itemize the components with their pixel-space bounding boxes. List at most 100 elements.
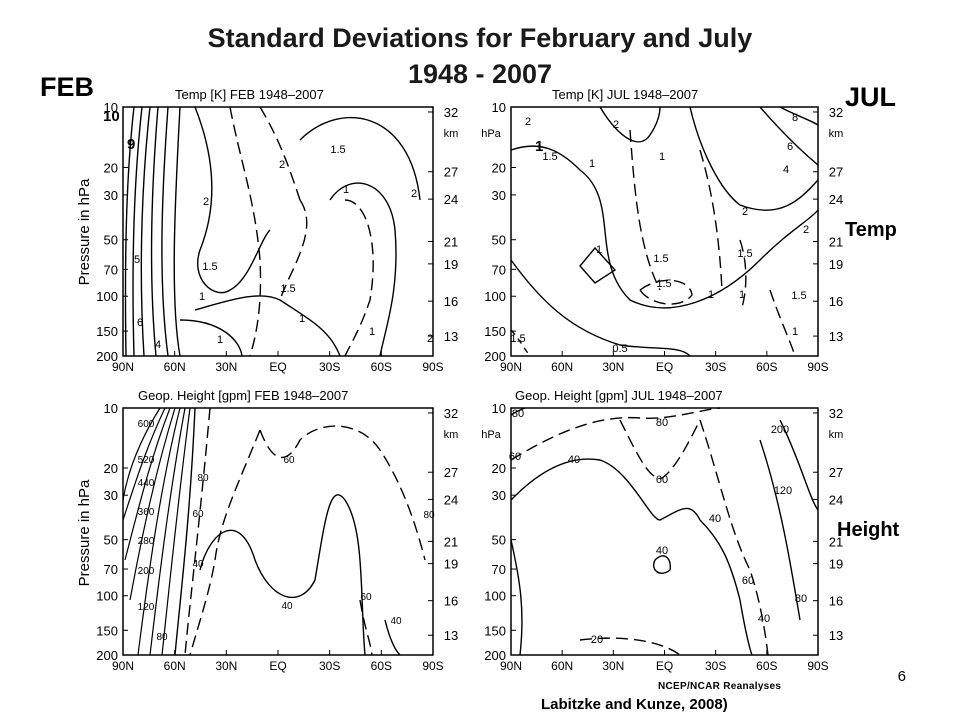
x-tick-label: 90S: [807, 360, 828, 374]
svg-text:40: 40: [281, 601, 293, 612]
x-tick-label: 30N: [602, 360, 624, 374]
svg-text:60: 60: [656, 474, 668, 486]
svg-text:40: 40: [390, 616, 402, 627]
svg-text:0.5: 0.5: [612, 343, 627, 355]
y2-tick-label: 19: [444, 557, 458, 572]
x-tick-label: 60N: [164, 659, 186, 673]
y-tick-label: 50: [104, 233, 118, 248]
x-tick-label: EQ: [656, 360, 673, 374]
svg-text:2: 2: [742, 206, 748, 218]
contour-labels: 600 520 440 360 280 200 120 80 80 60 40 …: [138, 419, 435, 643]
svg-text:2: 2: [803, 224, 809, 236]
jul-label: JUL: [845, 82, 897, 112]
y2-tick-label: 27: [444, 165, 458, 180]
y2-tick-label: 13: [829, 628, 843, 643]
left-unit-label: hPa: [481, 429, 501, 441]
y-axis-label: Pressure in hPa: [76, 178, 93, 285]
y-axis-label: Pressure in hPa: [76, 479, 93, 586]
panel-title: Temp [K] FEB 1948–2007: [175, 87, 324, 102]
svg-text:1: 1: [792, 326, 798, 338]
y-tick-label: 30: [492, 188, 506, 203]
contour-lines: [124, 106, 421, 357]
y-tick-label: 150: [484, 623, 506, 638]
contour-lines: [510, 106, 819, 357]
y-tick-label: 70: [104, 262, 118, 277]
temp-row-label: Temp: [845, 219, 897, 241]
y-tick-label: 150: [96, 623, 118, 638]
y-tick-label: 10: [492, 100, 506, 115]
contour-labels: 2 1.5 1 2 1.5 1 1.5 1.5 1 2 2 4 6 8 1 1.…: [510, 112, 809, 355]
y-tick-label: 20: [104, 461, 118, 476]
y-tick-label: 50: [492, 233, 506, 248]
y2-tick-label: 27: [829, 465, 843, 480]
y-tick-label: 30: [104, 188, 118, 203]
slide-title-line-1: Standard Deviations for February and Jul…: [207, 23, 753, 53]
x-tick-label: 90N: [112, 360, 134, 374]
svg-text:1: 1: [708, 289, 714, 301]
svg-text:1.5: 1.5: [656, 278, 671, 290]
y2-tick-label: 13: [444, 628, 458, 643]
y2-tick-label: 19: [829, 557, 843, 572]
x-tick-label: 30N: [215, 659, 237, 673]
panel-height-jul: Geop. Height [gpm] JUL 1948–2007 80 80 6…: [509, 388, 819, 656]
page-number: 6: [897, 668, 906, 685]
svg-text:8: 8: [792, 112, 798, 124]
x-tick-label: 90N: [500, 360, 522, 374]
svg-text:80: 80: [197, 473, 209, 484]
svg-text:200: 200: [138, 566, 155, 577]
svg-text:80: 80: [795, 593, 807, 605]
y2-tick-label: 32: [829, 105, 843, 120]
y2-tick-label: 24: [444, 492, 458, 507]
panel-frame: [122, 106, 434, 357]
y2-unit-label: km: [444, 128, 459, 140]
contour-lines: [510, 407, 819, 656]
svg-text:40: 40: [758, 613, 770, 625]
svg-text:40: 40: [568, 454, 580, 466]
y2-tick-label: 16: [829, 594, 843, 609]
x-tick-label: EQ: [269, 659, 286, 673]
y-tick-label: 100: [484, 289, 506, 304]
y2-unit-label: km: [829, 128, 844, 140]
svg-text:360: 360: [138, 507, 155, 518]
y-tick-label: 200: [484, 349, 506, 364]
height-row-label: Height: [837, 519, 900, 541]
svg-text:1.5: 1.5: [791, 290, 806, 302]
svg-text:1: 1: [739, 289, 745, 301]
svg-text:1.5: 1.5: [330, 144, 345, 156]
svg-text:Pressure in hPa: Pressure in hPa: [76, 178, 93, 285]
y-tick-label: 200: [484, 648, 506, 663]
y-tick-label: 200: [96, 648, 118, 663]
svg-text:1: 1: [199, 291, 205, 303]
y2-tick-label: 32: [444, 105, 458, 120]
x-tick-label: 30S: [319, 659, 340, 673]
y2-tick-label: 24: [444, 192, 458, 207]
x-tick-label: 30S: [705, 659, 726, 673]
svg-text:2: 2: [411, 188, 417, 200]
y2-tick-label: 32: [829, 406, 843, 421]
y-tick-label: 50: [104, 533, 118, 548]
y-tick-label: 20: [492, 161, 506, 176]
x-tick-label: 90S: [422, 360, 443, 374]
slide-title: Standard Deviations for February and Jul…: [0, 20, 960, 92]
overlay-label-10: 10: [103, 108, 120, 125]
y-tick-label: 20: [492, 461, 506, 476]
feb-label: FEB: [40, 72, 94, 102]
x-tick-label: 90S: [422, 659, 443, 673]
x-tick-label: 60N: [164, 360, 186, 374]
y2-tick-label: 21: [444, 234, 458, 249]
svg-text:5: 5: [134, 254, 140, 266]
x-tick-label: 90S: [807, 659, 828, 673]
y2-tick-label: 16: [829, 294, 843, 309]
y2-tick-label: 27: [829, 165, 843, 180]
svg-text:40: 40: [656, 545, 668, 557]
panel-title: Geop. Height [gpm] FEB 1948–2007: [138, 388, 348, 403]
svg-text:1.5: 1.5: [737, 248, 752, 260]
y2-tick-label: 16: [444, 294, 458, 309]
svg-text:1: 1: [596, 244, 602, 256]
svg-text:1: 1: [589, 158, 595, 170]
y-tick-label: 70: [492, 262, 506, 277]
svg-text:2: 2: [203, 196, 209, 208]
svg-text:4: 4: [783, 164, 789, 176]
y-tick-label: 20: [104, 161, 118, 176]
svg-text:60: 60: [509, 451, 521, 463]
